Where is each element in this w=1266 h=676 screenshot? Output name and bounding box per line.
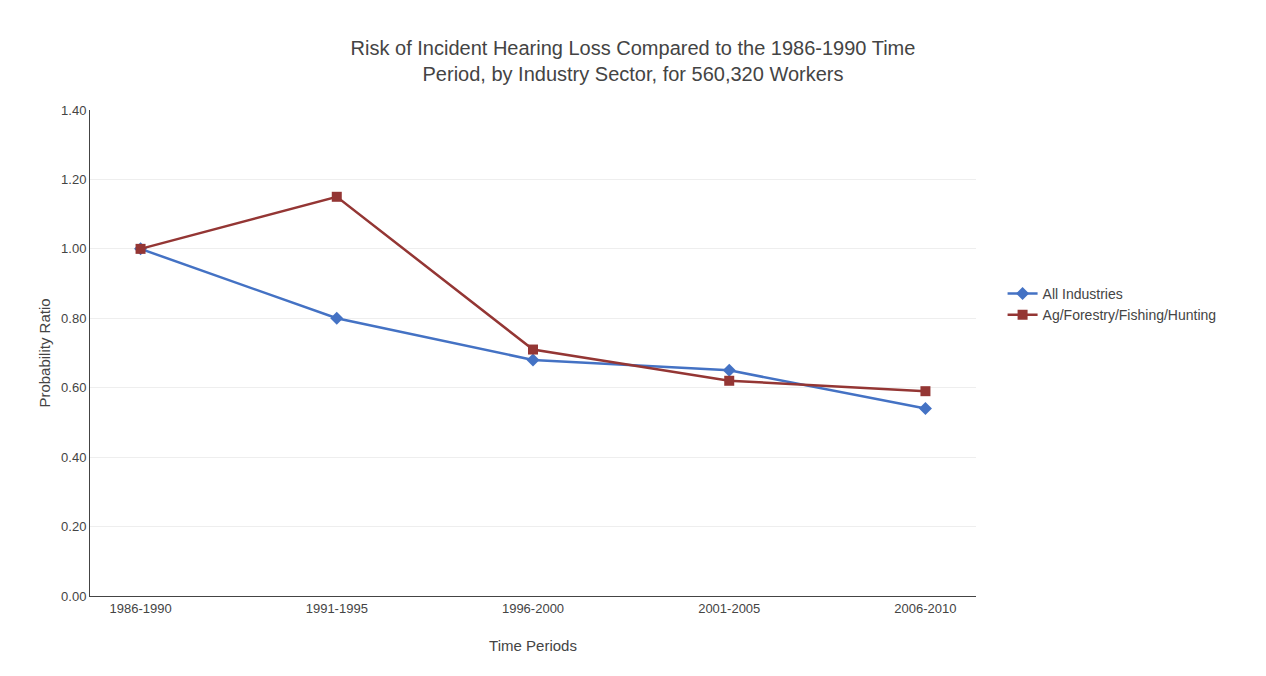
svg-text:Risk of Incident Hearing Loss: Risk of Incident Hearing Loss Compared t… [351,37,916,85]
svg-text:0.80: 0.80 [61,311,86,326]
svg-text:0.40: 0.40 [61,450,86,465]
svg-text:0.60: 0.60 [61,380,86,395]
svg-text:2001-2005: 2001-2005 [698,601,760,616]
svg-text:2006-2010: 2006-2010 [894,601,956,616]
svg-text:Probability Ratio: Probability Ratio [36,298,53,407]
svg-text:Ag/Forestry/Fishing/Hunting: Ag/Forestry/Fishing/Hunting [1043,307,1217,323]
svg-text:1.40: 1.40 [61,103,86,118]
svg-text:0.00: 0.00 [61,589,86,604]
svg-text:1.00: 1.00 [61,241,86,256]
svg-text:Time Periods: Time Periods [489,637,577,654]
svg-text:1991-1995: 1991-1995 [306,601,368,616]
svg-text:0.20: 0.20 [61,519,86,534]
svg-text:All Industries: All Industries [1043,286,1123,302]
svg-text:1.20: 1.20 [61,172,86,187]
svg-text:1986-1990: 1986-1990 [109,601,171,616]
svg-text:1996-2000: 1996-2000 [502,601,564,616]
